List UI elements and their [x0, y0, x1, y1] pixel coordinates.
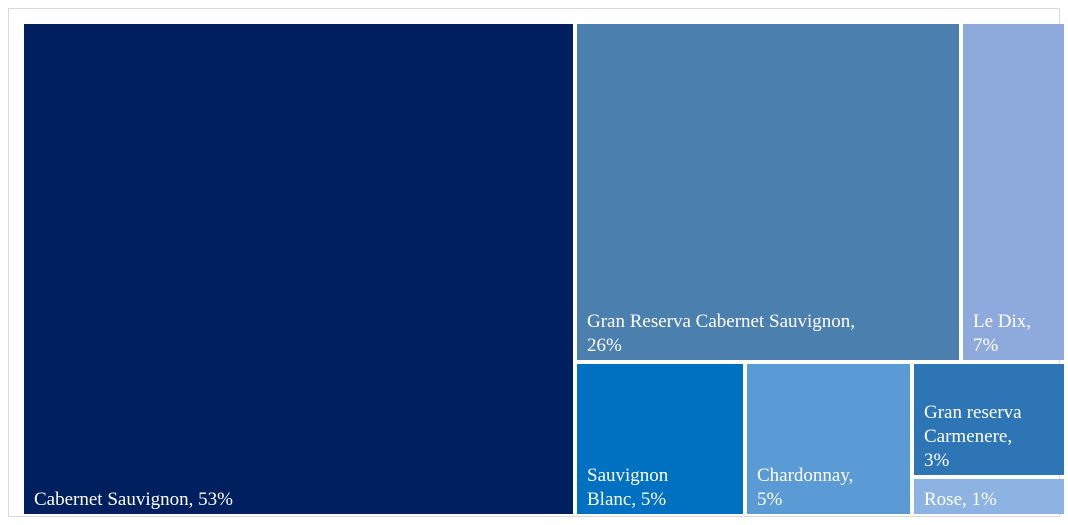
tile-chardonnay — [747, 364, 910, 514]
tile-label-sauvignon-blanc: Sauvignon Blanc, 5% — [587, 465, 669, 510]
tile-label-gran-reserva-carmenere: Gran reserva Carmenere, 3% — [924, 402, 1022, 471]
tile-label-chardonnay: Chardonnay, 5% — [757, 465, 853, 510]
tile-label-gran-reserva-cabernet-sauvignon: Gran Reserva Cabernet Sauvignon, 26% — [587, 311, 855, 356]
tile-label-cabernet-sauvignon: Cabernet Sauvignon, 53% — [34, 489, 233, 510]
tile-gran-reserva-cabernet-sauvignon — [577, 24, 959, 360]
tile-sauvignon-blanc — [577, 364, 743, 514]
tile-gran-reserva-carmenere — [914, 364, 1064, 475]
tile-label-rose: Rose, 1% — [924, 489, 997, 510]
tile-rose — [914, 479, 1064, 514]
tile-label-le-dix: Le Dix, 7% — [973, 311, 1031, 356]
tile-cabernet-sauvignon — [24, 24, 573, 514]
tile-le-dix — [963, 24, 1064, 360]
